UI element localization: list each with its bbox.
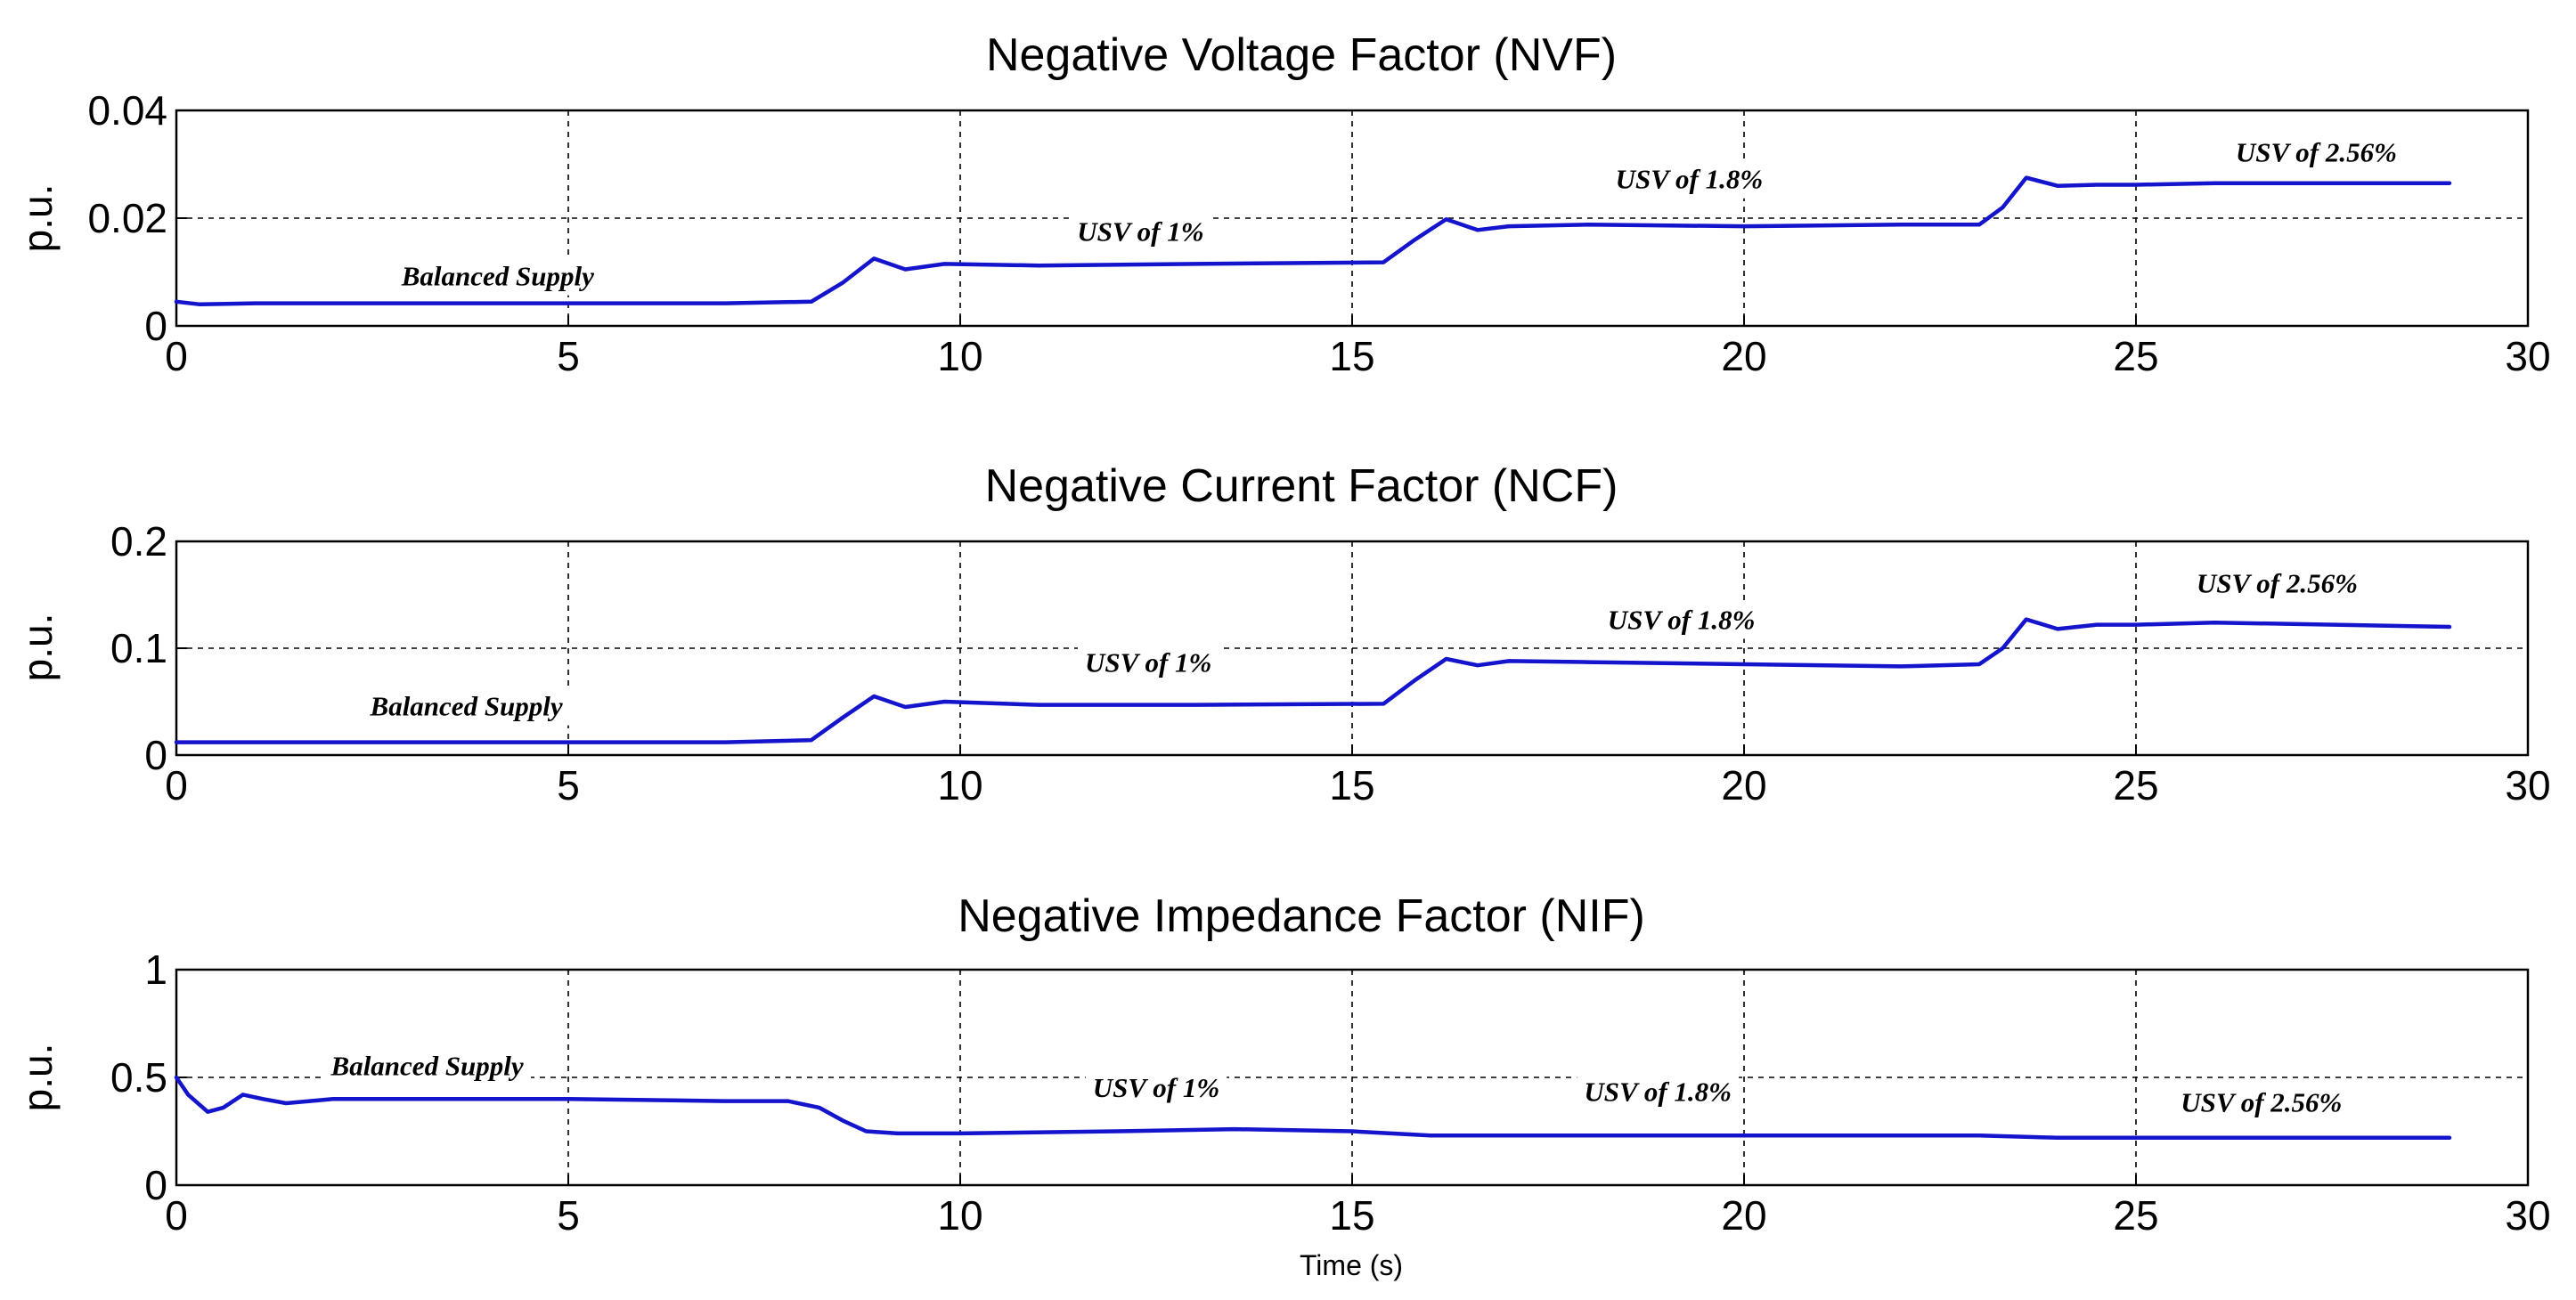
chart-title: Negative Voltage Factor (NVF): [986, 29, 1617, 81]
chart-title: Negative Impedance Factor (NIF): [958, 890, 1645, 942]
x-tick-label: 15: [1329, 333, 1374, 379]
series-line-nvf: [174, 175, 2452, 307]
annotation-background: [1577, 1072, 1740, 1111]
x-tick-label: 5: [557, 1192, 580, 1239]
y-tick-label: 0.02: [87, 195, 167, 241]
y-axis-label: p.u.: [14, 1044, 61, 1112]
annotation-label: USV of 1.8%: [1608, 604, 1756, 635]
y-axis-label: p.u.: [14, 184, 61, 253]
y-tick-label: 0.04: [87, 87, 167, 134]
annotation-label: Balanced Supply: [401, 261, 594, 292]
annotation-background: [1608, 159, 1771, 199]
x-tick-label: 0: [165, 1192, 188, 1239]
x-tick-label: 25: [2113, 762, 2158, 808]
series-line-ncf: [174, 617, 2452, 744]
y-tick-label: 0.1: [110, 625, 167, 671]
annotation-label: USV of 2.56%: [2197, 568, 2358, 599]
y-axis-label: p.u.: [14, 613, 61, 682]
annotation-background: [322, 1046, 531, 1085]
annotation-label: USV of 1%: [1077, 215, 1203, 247]
y-tick-label: 1: [144, 947, 167, 993]
x-tick-label: 20: [1721, 762, 1766, 808]
annotation-background: [1600, 600, 1763, 639]
annotation-label: USV of 2.56%: [2181, 1087, 2342, 1118]
x-tick-label: 30: [2505, 1192, 2550, 1239]
annotation-label: USV of 1%: [1085, 646, 1211, 678]
x-tick-label: 0: [165, 333, 188, 379]
x-tick-label: 20: [1721, 1192, 1766, 1239]
annotation-label: USV of 2.56%: [2236, 136, 2397, 167]
x-tick-label: 30: [2505, 333, 2550, 379]
annotation-background: [1085, 1068, 1227, 1107]
x-tick-label: 10: [937, 333, 982, 379]
y-tick-label: 0.2: [110, 518, 167, 565]
x-tick-label: 5: [557, 333, 580, 379]
x-tick-label: 15: [1329, 762, 1374, 808]
x-tick-label: 30: [2505, 762, 2550, 808]
x-axis-label: Time (s): [1300, 1249, 1403, 1281]
series-line-nif: [174, 1075, 2452, 1141]
y-tick-label: 0: [144, 1162, 167, 1208]
x-tick-label: 10: [937, 1192, 982, 1239]
chart-title: Negative Current Factor (NCF): [985, 460, 1618, 512]
annotation-background: [2228, 133, 2404, 172]
annotation-label: Balanced Supply: [370, 691, 563, 722]
panel-ncf: Negative Current Factor (NCF) p.u. 0 5 10 1…: [14, 460, 2551, 808]
x-tick-label: 25: [2113, 333, 2158, 379]
y-tick-label: 0: [144, 732, 167, 778]
annotation-label: USV of 1%: [1093, 1072, 1219, 1103]
x-tick-label: 5: [557, 762, 580, 808]
panel-nvf: Negative Voltage Factor (NVF) p.u. 0 5 10 1…: [14, 29, 2551, 379]
annotation-background: [2173, 1083, 2350, 1122]
annotation-background: [1070, 212, 1211, 251]
x-tick-label: 25: [2113, 1192, 2158, 1239]
x-tick-label: 20: [1721, 333, 1766, 379]
x-tick-label: 10: [937, 762, 982, 808]
annotation-label: USV of 1.8%: [1616, 164, 1764, 195]
annotation-background: [393, 256, 602, 296]
annotation-label: Balanced Supply: [330, 1051, 524, 1082]
panel-nif: Negative Impedance Factor (NIF) p.u. 0 5 1…: [14, 890, 2551, 1281]
annotation-label: USV of 1.8%: [1584, 1077, 1732, 1108]
x-tick-label: 0: [165, 762, 188, 808]
annotation-background: [2189, 564, 2365, 603]
annotation-background: [362, 687, 570, 726]
annotation-background: [1077, 643, 1219, 682]
x-tick-label: 15: [1329, 1192, 1374, 1239]
y-tick-label: 0: [144, 303, 167, 349]
y-tick-label: 0.5: [110, 1054, 167, 1101]
